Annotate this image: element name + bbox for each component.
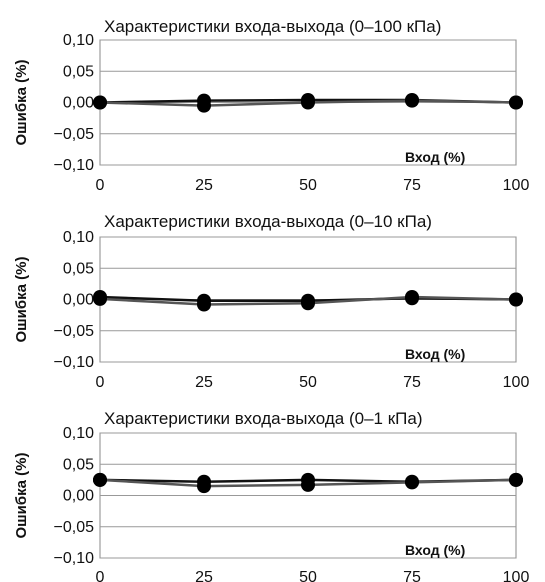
x-tick-label: 25: [195, 569, 213, 582]
y-tick-label: −0,10: [54, 157, 95, 174]
x-tick-label: 0: [96, 569, 105, 582]
data-point: [93, 472, 107, 487]
x-tick-label: 100: [503, 177, 530, 194]
x-tick-label: 0: [96, 177, 105, 194]
x-axis-label: Вход (%): [405, 149, 465, 165]
data-point: [93, 291, 107, 306]
y-tick-label: 0,00: [63, 292, 94, 309]
y-tick-label: 0,10: [63, 425, 94, 442]
data-point: [405, 93, 419, 108]
chart-panel-2: 0,10 0,05 0,00 −0,05 −0,100 25 50 75 100 Характер…: [13, 212, 529, 391]
y-tick-label: −0,05: [54, 323, 95, 340]
y-tick-label: −0,10: [54, 550, 95, 567]
y-tick-label: −0,10: [54, 354, 95, 371]
x-axis-label: Вход (%): [405, 346, 465, 362]
data-point: [405, 475, 419, 490]
y-tick-label: −0,05: [54, 519, 95, 536]
data-point: [405, 290, 419, 304]
x-tick-label: 75: [403, 569, 421, 582]
y-tick-label: 0,10: [63, 32, 94, 49]
x-tick-label: 75: [403, 177, 421, 194]
chart-panel-3: 0,10 0,05 0,00 −0,05 −0,100 25 50 75 100 Характер…: [13, 409, 529, 582]
chart-title: Характеристики входа-выхода (0–1 кПа): [104, 409, 422, 428]
y-axis-label: Ошибка (%): [13, 59, 30, 145]
x-tick-label: 25: [195, 177, 213, 194]
y-tick-label: 0,05: [63, 260, 94, 277]
y-axis-label: Ошибка (%): [13, 256, 30, 342]
x-tick-label: 25: [195, 374, 213, 391]
chart-title: Характеристики входа-выхода (0–10 кПа): [104, 212, 432, 231]
y-tick-label: 0,00: [63, 488, 94, 505]
data-point: [197, 479, 211, 494]
chart-title: Характеристики входа-выхода (0–100 кПа): [104, 17, 441, 36]
data-point: [301, 477, 315, 492]
y-tick-label: −0,05: [54, 126, 95, 143]
data-point: [509, 472, 523, 487]
y-tick-label: 0,10: [63, 229, 94, 246]
y-tick-label: 0,00: [63, 95, 94, 112]
x-tick-label: 50: [299, 374, 317, 391]
x-tick-label: 100: [503, 569, 530, 582]
data-point: [197, 297, 211, 312]
y-axis-label: Ошибка (%): [13, 452, 30, 538]
y-tick-label: 0,05: [63, 456, 94, 473]
x-tick-label: 75: [403, 374, 421, 391]
data-point: [301, 95, 315, 110]
chart-panel-1: 0,10 0,05 0,00 −0,05 −0,100 25 50 75 100 Характер…: [13, 17, 529, 194]
x-tick-label: 50: [299, 177, 317, 194]
x-tick-label: 100: [503, 374, 530, 391]
data-point: [509, 95, 523, 110]
x-tick-label: 50: [299, 569, 317, 582]
x-tick-label: 0: [96, 374, 105, 391]
y-tick-label: 0,05: [63, 63, 94, 80]
data-point: [197, 98, 211, 113]
data-point: [509, 292, 523, 307]
x-axis-label: Вход (%): [405, 542, 465, 558]
data-point: [301, 296, 315, 311]
data-point: [93, 95, 107, 110]
